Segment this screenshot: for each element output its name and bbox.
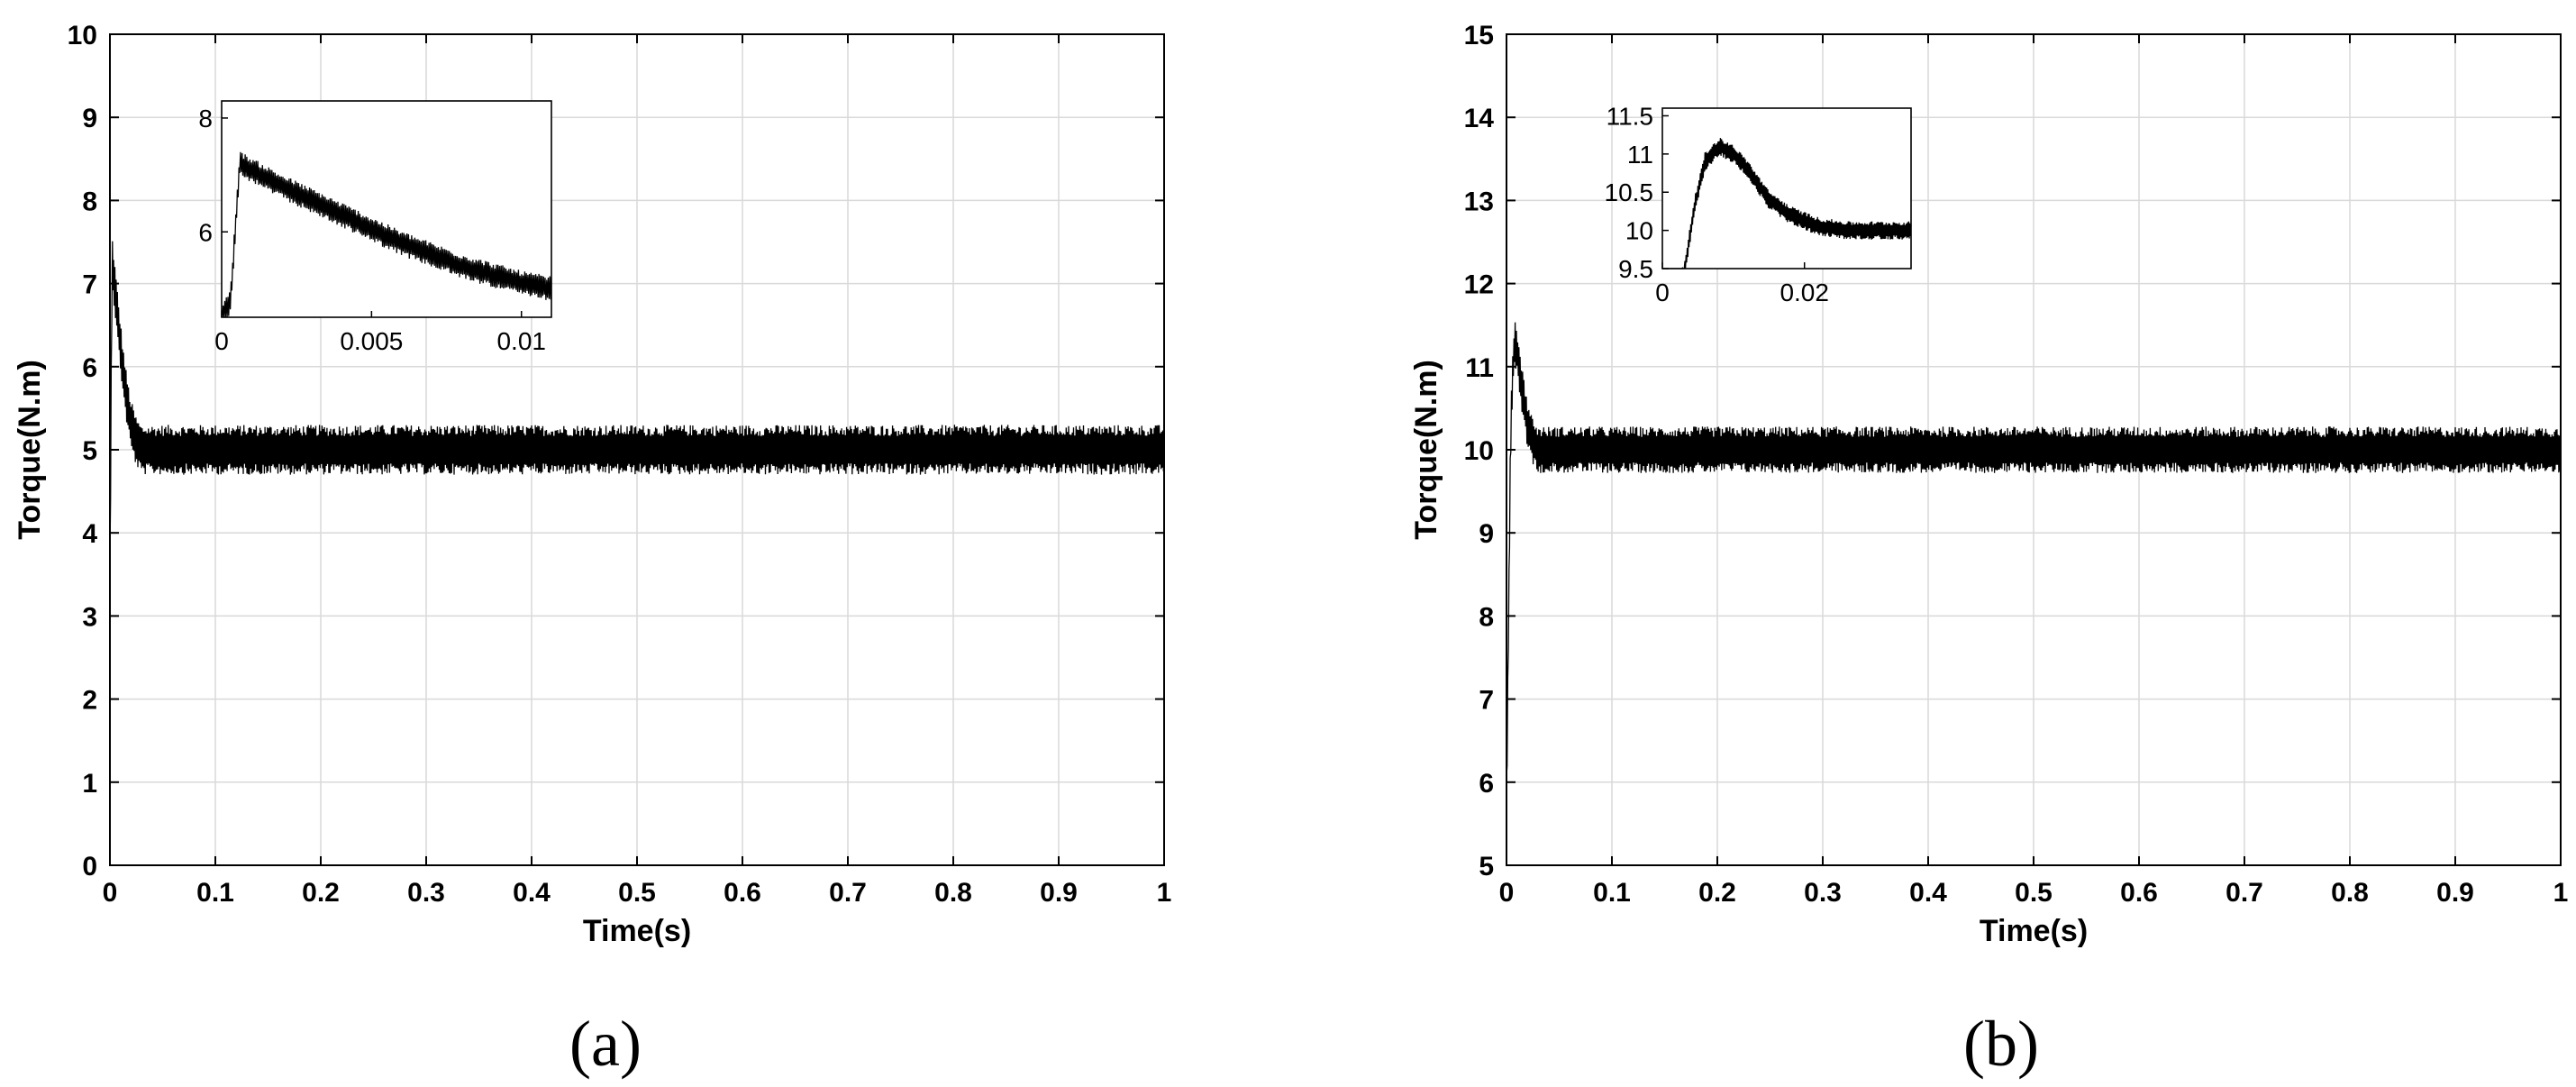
chart-panel-b: 0 0.1 0.2 0.3 0.4 0.5 0.6 0.7 0.8 0.9 156789101112… <box>1409 21 2568 1080</box>
inset-y-tick-label: 11 <box>1627 141 1653 169</box>
y-tick-label: 11 <box>1465 353 1494 383</box>
x-tick-label: 0.3 <box>1804 878 1842 908</box>
x-tick-label: 0.1 <box>196 878 234 908</box>
inset-plot-area <box>1662 108 1911 269</box>
inset-y-tick-label: 8 <box>198 105 213 132</box>
x-tick-label: 0.7 <box>829 878 867 908</box>
y-tick-label: 3 <box>82 602 97 632</box>
y-tick-label: 5 <box>82 436 97 466</box>
x-tick-label: 0 <box>103 878 118 908</box>
y-tick-label: 15 <box>1464 21 1494 50</box>
y-tick-label: 8 <box>1479 602 1494 632</box>
x-tick-label: 0.5 <box>2015 878 2053 908</box>
inset-y-tick-label: 11.5 <box>1607 102 1653 130</box>
x-tick-label: 0.8 <box>934 878 972 908</box>
inset-y-tick-label: 9.5 <box>1618 255 1653 283</box>
x-tick-label: 0.9 <box>1040 878 1078 908</box>
y-tick-label: 1 <box>82 769 97 799</box>
x-axis-label: Time(s) <box>583 914 691 948</box>
x-axis-label: Time(s) <box>1980 914 2088 948</box>
inset-chart: 0 0.005 0.01 6 8 <box>198 100 552 355</box>
y-tick-label: 14 <box>1464 104 1495 133</box>
series-line-0 <box>1506 322 2562 776</box>
x-tick-label: 0.7 <box>2226 878 2263 908</box>
x-tick-label: 0.8 <box>2331 878 2369 908</box>
y-tick-label: 2 <box>82 686 97 716</box>
y-axis-label: Torque(N.m) <box>1409 360 1443 540</box>
x-tick-label: 0.3 <box>407 878 445 908</box>
inset-series-line-0 <box>221 151 552 318</box>
x-tick-label: 0.2 <box>302 878 340 908</box>
y-tick-label: 12 <box>1464 270 1494 300</box>
y-tick-label: 9 <box>1479 519 1494 549</box>
y-tick-label: 10 <box>68 21 97 50</box>
inset-x-tick-label: 0.02 <box>1780 279 1829 306</box>
series-line-0 <box>109 241 1165 553</box>
y-tick-label: 6 <box>1479 769 1494 799</box>
inset-x-tick-label: 0 <box>214 327 229 355</box>
y-tick-label: 0 <box>82 852 97 881</box>
x-tick-label: 0.1 <box>1593 878 1631 908</box>
chart-panel-a: 0 0.1 0.2 0.3 0.4 0.5 0.6 0.7 0.8 0.9 101234567891… <box>13 21 1171 1080</box>
inset-series-line-0 <box>1662 138 1912 269</box>
inset-x-tick-label: 0.005 <box>340 327 403 355</box>
y-tick-label: 10 <box>1464 436 1494 466</box>
y-axis-label: Torque(N.m) <box>13 360 47 540</box>
inset-x-tick-label: 0 <box>1655 279 1670 306</box>
y-tick-label: 7 <box>82 270 97 300</box>
y-tick-label: 4 <box>82 519 97 549</box>
x-tick-label: 0.5 <box>618 878 656 908</box>
y-tick-label: 8 <box>82 187 97 216</box>
inset-y-tick-label: 10.5 <box>1605 178 1654 206</box>
inset-chart: 0 0.02 9.5 10 10.5 11 11.5 <box>1605 102 1912 306</box>
panel-caption: (a) <box>569 1008 642 1080</box>
y-tick-label: 6 <box>82 353 97 383</box>
inset-x-tick-label: 0.01 <box>496 327 546 355</box>
x-tick-label: 0.4 <box>1909 878 1947 908</box>
y-tick-label: 7 <box>1479 686 1494 716</box>
panel-caption: (b) <box>1963 1008 2039 1080</box>
x-tick-label: 1 <box>1157 878 1172 908</box>
inset-frame <box>221 100 552 318</box>
inset-y-tick-label: 6 <box>198 218 213 246</box>
x-tick-label: 0.6 <box>724 878 761 908</box>
x-tick-label: 0.6 <box>2120 878 2158 908</box>
x-tick-label: 1 <box>2553 878 2569 908</box>
y-tick-label: 5 <box>1479 852 1494 881</box>
inset-frame <box>1661 107 1912 269</box>
x-tick-label: 0.4 <box>513 878 551 908</box>
y-tick-label: 9 <box>82 104 97 133</box>
x-tick-label: 0.2 <box>1698 878 1736 908</box>
x-tick-label: 0 <box>1499 878 1515 908</box>
inset-y-tick-label: 10 <box>1625 217 1653 245</box>
y-tick-label: 13 <box>1464 187 1494 216</box>
x-tick-label: 0.9 <box>2436 878 2474 908</box>
